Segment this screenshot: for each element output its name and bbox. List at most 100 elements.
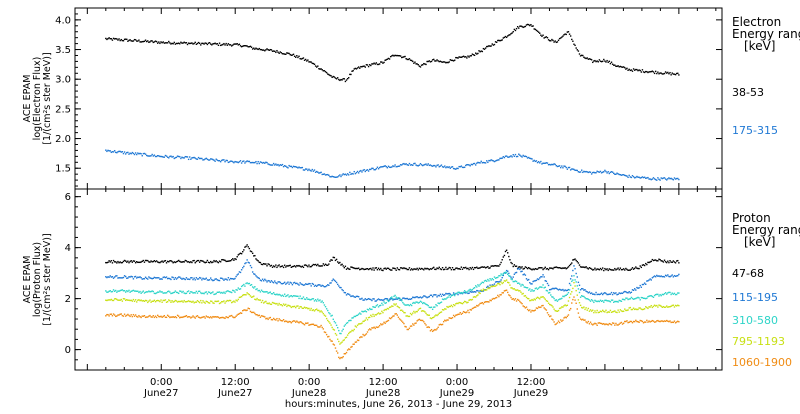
proton-series-3-point [532, 299, 534, 302]
proton-series-1-point [157, 277, 159, 279]
electron-series-0-point [279, 51, 281, 53]
proton-series-0-point [540, 267, 542, 269]
proton-series-2-point [483, 280, 486, 282]
electron-series-0-point [372, 63, 374, 65]
proton-series-1-point [470, 291, 472, 293]
proton-series-4-point [186, 316, 189, 318]
proton-series-3-point [614, 310, 616, 312]
proton-series-3-point [477, 294, 479, 296]
electron-series-1-point [303, 169, 306, 171]
proton-series-2-point [662, 293, 665, 296]
proton-series-0-point [532, 268, 534, 270]
proton-series-3-point [202, 300, 204, 302]
electron-series-0-point [582, 54, 584, 57]
proton-series-3-point [473, 296, 476, 298]
proton-series-4-point [537, 306, 540, 308]
proton-series-0-point [346, 267, 349, 269]
proton-series-0-point [228, 260, 231, 262]
electron-series-1-point [645, 177, 647, 179]
electron-series-0-point [584, 57, 586, 59]
electron-series-0-point [468, 56, 470, 58]
proton-series-4-point [519, 300, 521, 303]
proton-series-2-point [166, 290, 169, 293]
electron-series-0-point [266, 48, 268, 50]
electron-series-0-point [204, 42, 206, 44]
proton-series-3-point [454, 304, 456, 307]
proton-series-1-point [138, 276, 140, 279]
proton-series-1-point [126, 277, 128, 279]
electron-series-0-point [600, 60, 603, 63]
proton-series-1-point [621, 292, 624, 295]
proton-series-1-point [519, 268, 521, 271]
proton-series-1-point [616, 293, 618, 296]
proton-series-3-point [304, 307, 307, 309]
proton-series-1-point [643, 282, 646, 284]
electron-series-1-point [557, 165, 560, 167]
proton-series-3-point [528, 297, 530, 300]
proton-series-0-point [154, 260, 157, 263]
proton-series-3-point [258, 299, 260, 301]
x-tick-time-label: 0:00 [446, 377, 468, 388]
proton-series-1-point [357, 296, 360, 298]
proton-series-2-point [292, 295, 295, 297]
proton-series-0-point [662, 261, 665, 263]
proton-series-0-point [483, 266, 486, 268]
electron-series-1-point [269, 164, 272, 166]
proton-series-3-point [108, 299, 110, 301]
proton-series-1-point [660, 275, 662, 277]
electron-series-1-point [547, 163, 550, 166]
proton-series-1-point [520, 270, 522, 273]
electron-series-1-point [574, 169, 576, 171]
proton-series-4-point [626, 320, 628, 322]
proton-series-4-point [165, 316, 168, 319]
electron-series-1-point [256, 162, 258, 165]
proton-series-4-point [669, 320, 671, 322]
proton-series-2-point [267, 292, 269, 294]
proton-series-4-point [144, 316, 147, 319]
proton-series-1-point [214, 278, 216, 280]
proton-series-0-point [659, 258, 661, 261]
proton-series-4-point [553, 321, 555, 323]
proton-series-4-point [659, 320, 661, 323]
electron-series-0-point [516, 26, 519, 28]
proton-series-2-point [418, 301, 421, 304]
electron-series-0-point [660, 72, 662, 74]
proton-series-4-point [191, 316, 193, 318]
electron-series-0-point [465, 56, 467, 58]
proton-series-0-point [174, 261, 177, 264]
proton-series-4-point [435, 329, 437, 331]
proton-series-2-point [499, 275, 501, 277]
proton-series-2-point [576, 285, 578, 287]
proton-series-4-point [456, 314, 458, 316]
proton-series-4-point [386, 320, 389, 322]
electron-series-1-point [272, 162, 275, 165]
proton-series-0-point [404, 267, 406, 270]
proton-series-0-point [140, 261, 142, 263]
electron-series-0-point [528, 23, 530, 26]
proton-series-3-point [246, 292, 248, 294]
electron-series-0-point [381, 61, 383, 63]
electron-series-0-point [641, 69, 644, 71]
proton-series-0-point [208, 262, 211, 264]
proton-series-2-point [324, 306, 327, 308]
proton-series-2-point [669, 291, 671, 294]
proton-series-4-point [470, 309, 472, 311]
proton-series-3-point [255, 299, 257, 301]
proton-series-1-point [666, 275, 668, 277]
proton-series-4-point [611, 322, 614, 324]
proton-series-4-point [308, 324, 310, 326]
proton-series-1-point [548, 289, 551, 291]
proton-series-4-point [290, 322, 293, 324]
proton-series-2-point [274, 293, 276, 296]
proton-series-3-point [179, 300, 181, 303]
proton-series-3-point [134, 299, 137, 301]
proton-series-1-point [128, 276, 130, 278]
proton-series-1-point [508, 272, 510, 275]
proton-series-4-point [239, 312, 242, 314]
electron-series-1-point [349, 171, 351, 174]
electron-series-1-point [126, 151, 128, 154]
electron-series-0-point [383, 61, 385, 64]
proton-series-0-point [647, 261, 649, 264]
electron-series-0-point [357, 66, 360, 68]
electron-series-0-point [526, 23, 529, 26]
